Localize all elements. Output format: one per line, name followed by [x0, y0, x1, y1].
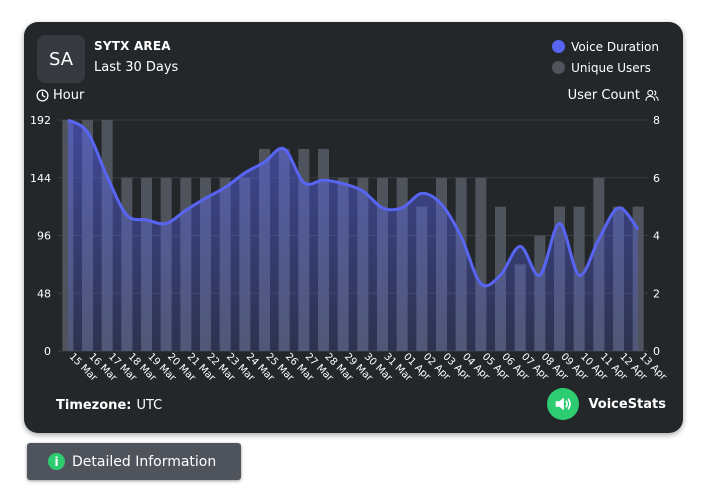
y-left-tick-label: 48	[37, 287, 51, 300]
y-right-tick-label: 6	[653, 172, 660, 185]
legend-label: Voice Duration	[571, 39, 659, 54]
chart-legend: Voice Duration Unique Users	[552, 36, 659, 78]
time-period: Last 30 Days	[94, 60, 179, 75]
legend-item-unique-users: Unique Users	[552, 57, 659, 78]
y-right-tick-label: 0	[653, 345, 660, 358]
detailed-information-button[interactable]: i Detailed Information	[27, 443, 241, 480]
legend-swatch	[552, 61, 566, 74]
y-left-tick-label: 96	[37, 230, 51, 243]
voicestats-brand: VoiceStats	[547, 388, 666, 420]
bar	[62, 120, 74, 351]
legend-swatch	[552, 40, 566, 53]
right-axis-label: User Count	[568, 88, 659, 103]
y-left-tick-label: 144	[30, 172, 51, 185]
speaker-icon	[547, 388, 580, 420]
left-axis-label: Hour	[36, 88, 84, 103]
detailed-information-label: Detailed Information	[72, 453, 217, 470]
bar	[475, 177, 487, 351]
timezone-label: Timezone:	[56, 398, 132, 413]
clock-icon	[36, 89, 49, 102]
voice-duration-line	[67, 118, 640, 288]
brand-name: VoiceStats	[588, 396, 666, 412]
y-right-tick-label: 4	[653, 230, 660, 243]
y-left-tick-label: 192	[30, 114, 51, 127]
y-right-tick-label: 2	[653, 287, 660, 300]
timezone: Timezone: UTC	[56, 398, 162, 413]
timezone-value: UTC	[136, 398, 163, 413]
y-right-tick-label: 8	[653, 114, 660, 127]
server-avatar: SA	[37, 35, 85, 83]
legend-label: Unique Users	[571, 60, 651, 75]
legend-item-voice-duration: Voice Duration	[552, 36, 659, 57]
voice-stats-card: SA SYTX AREA Last 30 Days Voice Duration…	[24, 22, 683, 433]
info-icon: i	[48, 453, 65, 470]
server-name: SYTX AREA	[94, 39, 171, 53]
y-left-tick-label: 0	[44, 345, 51, 358]
right-axis-label-text: User Count	[567, 88, 640, 103]
left-axis-label-text: Hour	[53, 88, 85, 103]
voice-duration-area	[67, 120, 639, 351]
users-icon	[645, 89, 659, 101]
